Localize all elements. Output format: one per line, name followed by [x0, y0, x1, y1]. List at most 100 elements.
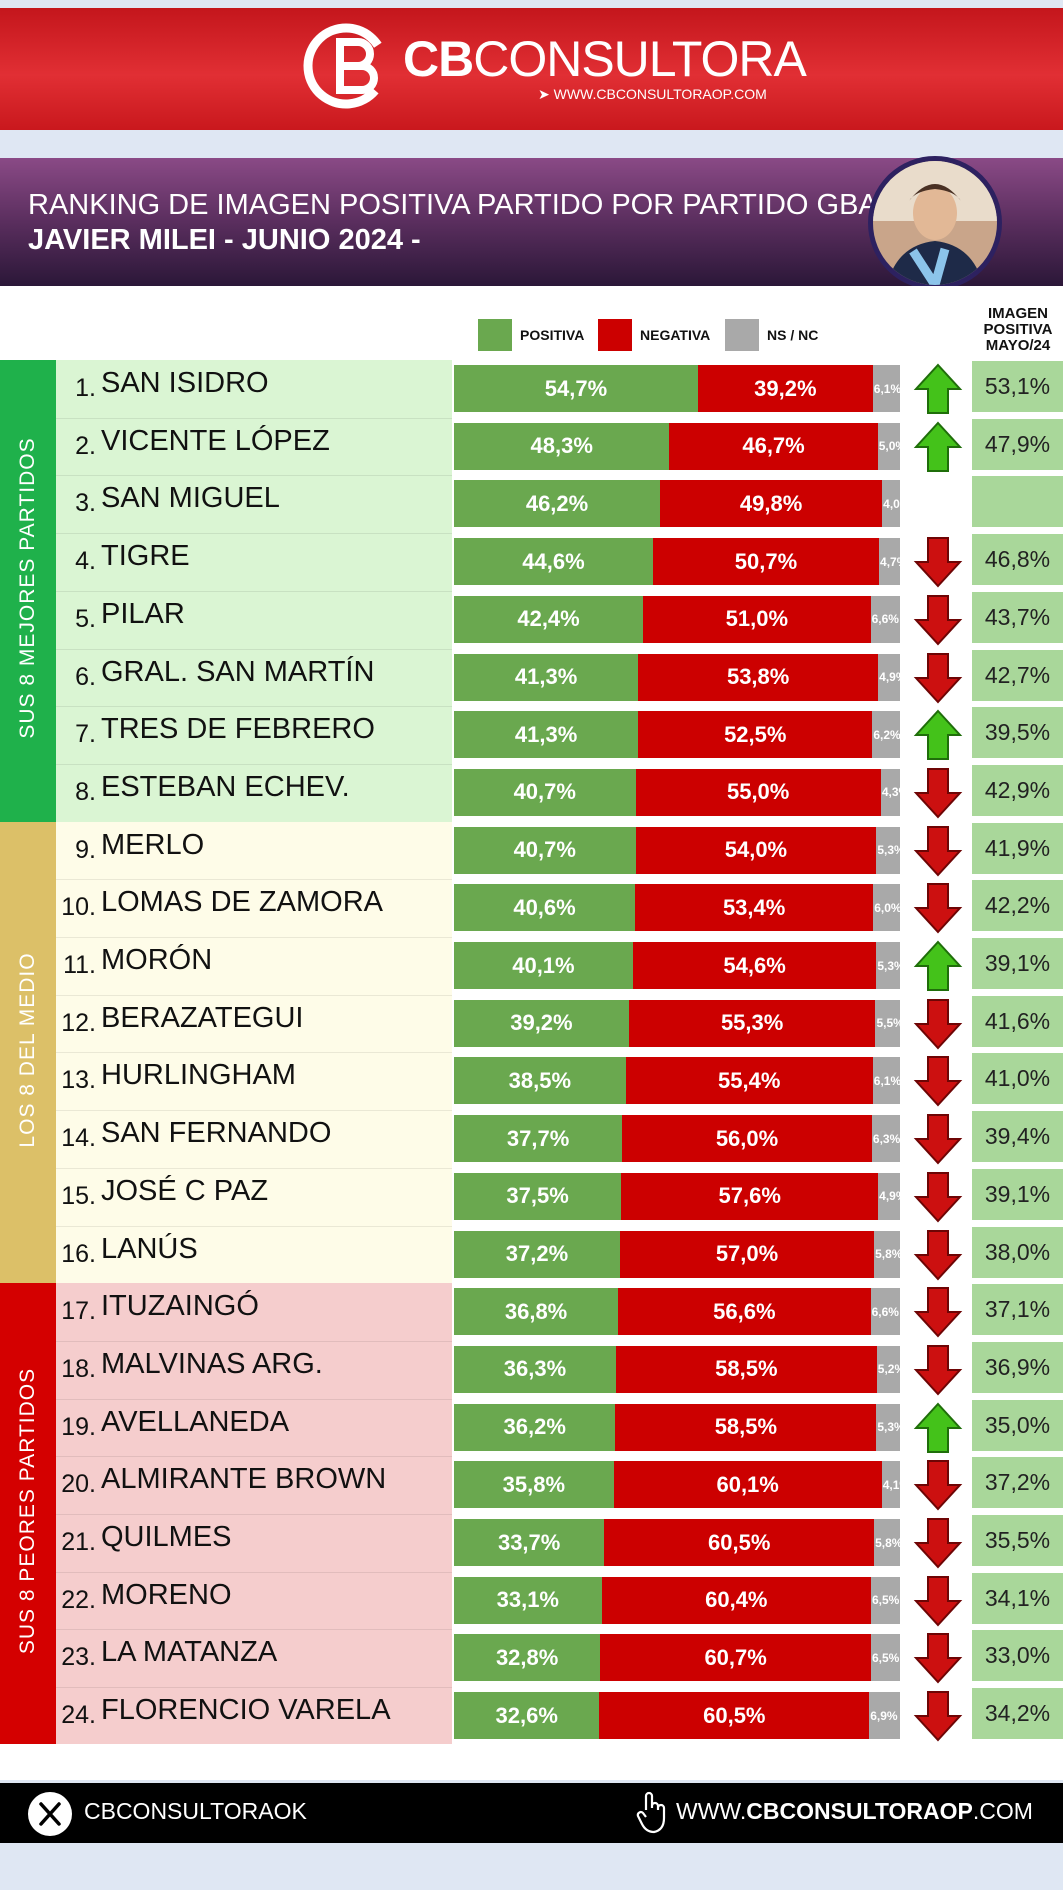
may-value: 35,0%: [972, 1399, 1063, 1454]
bar-ns: 6,6%: [870, 595, 900, 643]
pointer-hand-icon: [636, 1791, 666, 1834]
bar-ns: 6,1%: [872, 365, 900, 412]
trend-down-arrow-icon: [913, 652, 963, 703]
bar-positive: 37,5%: [454, 1172, 622, 1220]
bar-negative: 53,8%: [638, 653, 879, 701]
footer-social-handle[interactable]: CBCONSULTORAOK: [84, 1798, 307, 1824]
trend-down-arrow-icon: [913, 1344, 963, 1396]
bar-negative: 55,4%: [625, 1057, 873, 1105]
row-rank: 1.: [75, 374, 96, 402]
bar-ns: 6,5%: [871, 1634, 900, 1682]
group-band-middle: [0, 822, 56, 1283]
group-band-best: [0, 360, 56, 822]
bar-ns: 6,5%: [871, 1576, 900, 1624]
row-rank: 9.: [75, 835, 96, 864]
footer-url-prefix: WWW.: [676, 1798, 747, 1824]
row-separator: [56, 648, 452, 650]
row-rank: 22.: [61, 1585, 96, 1614]
row-rank: 17.: [61, 1297, 96, 1326]
row-name: MERLO: [101, 828, 205, 861]
row-separator: [56, 1456, 452, 1458]
trend-down-arrow-icon: [913, 1633, 963, 1684]
x-logo-icon[interactable]: [28, 1792, 72, 1836]
page-title: RANKING DE IMAGEN POSITIVA PARTIDO POR P…: [28, 189, 878, 221]
trend-up-arrow-icon: [913, 940, 963, 991]
trend-down-arrow-icon: [913, 998, 963, 1050]
bar-positive: 36,3%: [454, 1345, 616, 1393]
bar-positive: 46,2%: [454, 480, 661, 528]
brand-url[interactable]: ➤ WWW.CBCONSULTORAOP.COM: [538, 86, 767, 103]
row-separator: [56, 1398, 452, 1400]
footer-url[interactable]: WWW.CBCONSULTORAOP.COM: [676, 1798, 1033, 1825]
bar-negative: 54,6%: [632, 942, 877, 989]
row-name: VICENTE LÓPEZ: [101, 424, 330, 457]
bar-negative: 60,4%: [601, 1576, 871, 1624]
bar-ns: 5,8%: [874, 1230, 900, 1278]
bar-positive: 33,1%: [454, 1576, 602, 1624]
legend-negative-label: NEGATIVA: [640, 327, 711, 343]
bar-ns: 5,2%: [876, 1345, 900, 1393]
may-value: 34,1%: [972, 1572, 1063, 1627]
cb-logo-icon: [303, 23, 389, 109]
group-band-worst: [0, 1283, 56, 1744]
may-value: 34,2%: [972, 1688, 1063, 1743]
trend-up-arrow-icon: [913, 1402, 963, 1453]
bar-negative: 55,3%: [628, 999, 876, 1047]
bar-ns: 6,1%: [872, 1057, 900, 1105]
row-separator: [56, 1629, 452, 1631]
cursor-icon: ➤: [538, 86, 554, 102]
row-separator: [56, 937, 452, 938]
bar-negative: 53,4%: [635, 884, 874, 932]
footer-bar: [0, 1783, 1063, 1843]
trend-down-arrow-icon: [913, 1171, 963, 1223]
trend-down-arrow-icon: [913, 1575, 963, 1627]
row-rank: 16.: [61, 1239, 96, 1268]
row-separator: [56, 1052, 452, 1054]
row-rank: 14.: [61, 1124, 96, 1153]
bar-negative: 50,7%: [652, 538, 880, 586]
may-value: 42,2%: [972, 880, 1063, 935]
bar-negative: 54,0%: [635, 826, 877, 874]
may-value: 46,8%: [972, 534, 1063, 589]
may-value: 39,1%: [972, 1168, 1063, 1223]
trend-down-arrow-icon: [913, 1691, 963, 1742]
row-rank: 11.: [63, 951, 96, 979]
may-value: 36,9%: [972, 1341, 1063, 1396]
row-name: GRAL. SAN MARTÍN: [101, 655, 375, 688]
bar-positive: 42,4%: [454, 595, 644, 643]
bar-negative: 56,0%: [622, 1115, 872, 1163]
page-subtitle: JAVIER MILEI - JUNIO 2024 -: [28, 224, 421, 256]
row-name: PILAR: [101, 597, 185, 630]
may-value: 41,9%: [972, 822, 1063, 877]
may-value: 41,0%: [972, 1053, 1063, 1108]
bar-ns: 4,7%: [879, 538, 900, 586]
may-column-header: IMAGEN POSITIVA MAYO/24: [972, 306, 1063, 354]
bar-negative: 57,6%: [621, 1172, 879, 1220]
may-value: 35,5%: [972, 1515, 1063, 1569]
bar-negative: 58,5%: [615, 1345, 877, 1393]
brand-header: [0, 8, 1063, 130]
trend-down-arrow-icon: [913, 1518, 963, 1569]
footer-url-suffix: .COM: [972, 1798, 1033, 1824]
bar-ns: 5,5%: [875, 999, 900, 1047]
trend-down-arrow-icon: [913, 537, 963, 588]
bar-positive: 41,3%: [454, 653, 639, 701]
bar-ns: 4,3%: [880, 768, 900, 816]
bar-positive: 40,6%: [454, 884, 636, 932]
bar-positive: 54,7%: [454, 365, 698, 412]
group-fill-worst: [56, 1283, 452, 1744]
row-rank: 12.: [61, 1008, 96, 1037]
group-label-worst: SUS 8 PEORES PARTIDOS: [16, 1367, 39, 1655]
row-rank: 5.: [75, 604, 96, 633]
row-separator: [56, 590, 452, 592]
bar-positive: 40,1%: [454, 942, 633, 989]
may-value: 47,9%: [972, 418, 1063, 473]
row-name: FLORENCIO VARELA: [101, 1694, 391, 1727]
bar-ns: 5,3%: [876, 942, 900, 989]
row-rank: 3.: [75, 489, 96, 518]
bar-negative: 49,8%: [660, 480, 883, 528]
bar-positive: 48,3%: [454, 422, 670, 470]
may-value: 39,1%: [972, 938, 1063, 992]
footer-url-bold: CBCONSULTORAOP: [746, 1798, 973, 1824]
bar-ns: 4,1%: [881, 1461, 900, 1509]
